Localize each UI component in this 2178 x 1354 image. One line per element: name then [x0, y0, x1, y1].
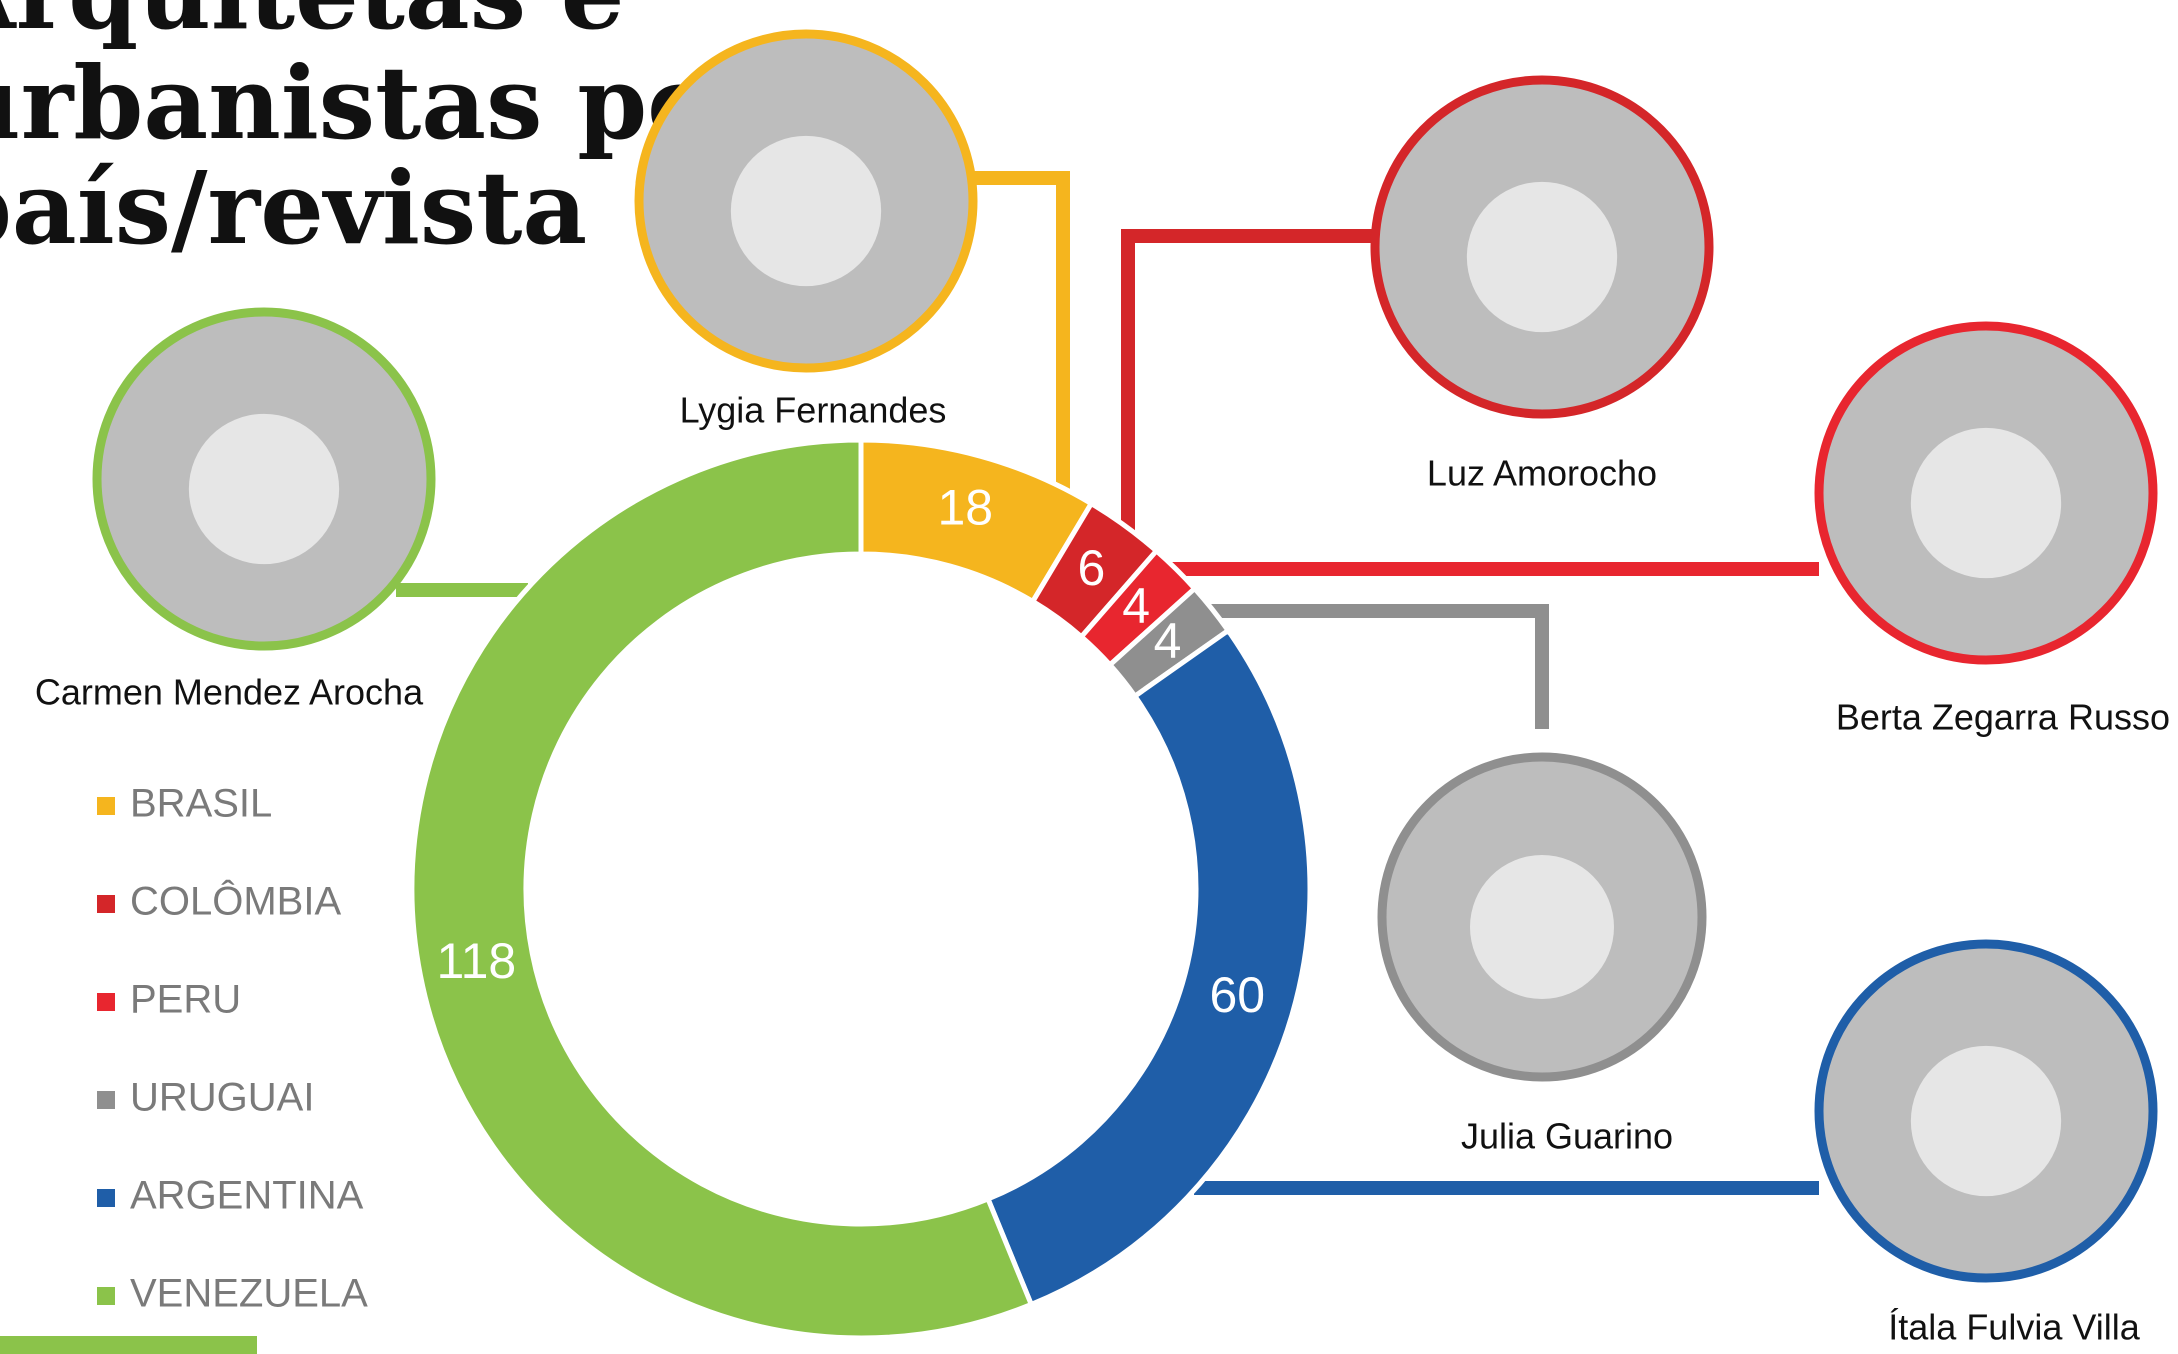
connectors: [396, 171, 1819, 1195]
portrait-name: Ítala Fulvia Villa: [1888, 1307, 2140, 1348]
legend-label: URUGUAI: [130, 1076, 314, 1120]
legend-swatch: [97, 1091, 115, 1109]
value-label: 6: [1078, 540, 1106, 596]
title-line: urbanistas por: [0, 44, 768, 162]
legend-swatch: [97, 993, 115, 1011]
value-label: 4: [1122, 578, 1150, 634]
legend-label: COLÔMBIA: [130, 879, 341, 924]
connector: [1121, 229, 1375, 549]
donut-segment: [409, 437, 1035, 1341]
connector: [1194, 604, 1549, 729]
portrait-face: [730, 135, 882, 287]
portrait-face: [1910, 427, 2062, 579]
portrait-name: Carmen Mendez Arocha: [35, 672, 424, 713]
portrait-face: [188, 413, 340, 565]
legend-label: BRASIL: [130, 782, 272, 826]
portrait-face: [1910, 1045, 2062, 1197]
accent-bar: [0, 1336, 257, 1354]
portrait-name: Julia Guarino: [1461, 1116, 1673, 1157]
title-line: país/revista: [0, 149, 587, 267]
portrait-name: Luz Amorocho: [1427, 453, 1657, 494]
donut-segment: [984, 627, 1313, 1308]
portrait-face: [1470, 855, 1614, 999]
portrait-name: Berta Zegarra Russo: [1836, 697, 2170, 738]
value-label: 118: [437, 933, 517, 989]
legend-label: VENEZUELA: [130, 1272, 368, 1316]
value-label: 60: [1209, 967, 1265, 1023]
legend-label: ARGENTINA: [130, 1174, 364, 1218]
legend-swatch: [97, 1287, 115, 1305]
portrait-face: [1466, 181, 1618, 333]
legend-swatch: [97, 797, 115, 815]
legend-label: PERU: [130, 978, 241, 1022]
portrait-name: Lygia Fernandes: [680, 390, 947, 431]
legend-swatch: [97, 1189, 115, 1207]
value-label: 4: [1154, 613, 1182, 669]
legend-swatch: [97, 895, 115, 913]
title-line: Arquitetas e: [0, 0, 624, 52]
connector: [972, 171, 1070, 507]
value-label: 18: [937, 479, 993, 535]
